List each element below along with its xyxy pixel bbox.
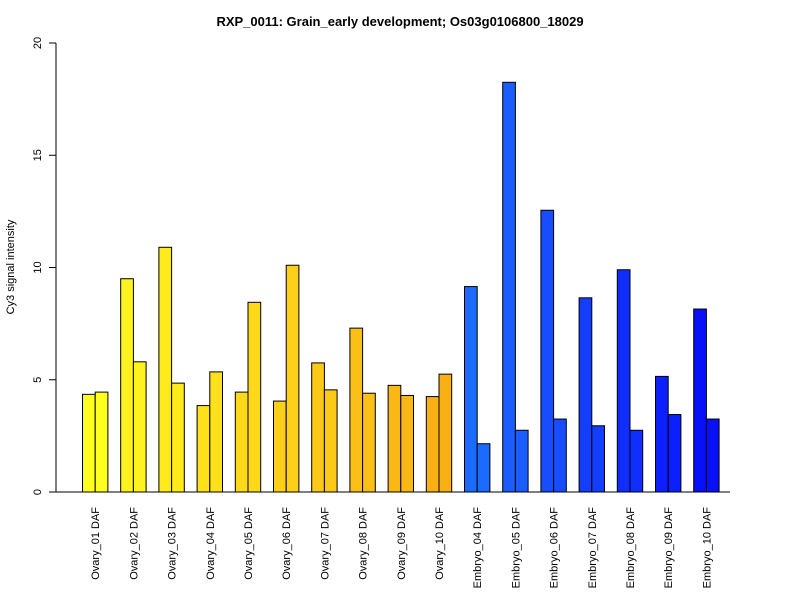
x-tick-label: Ovary_05 DAF [243,507,255,580]
bar [616,269,631,493]
bar [464,286,478,493]
bar [655,375,669,493]
bar [540,209,555,493]
x-tick-labels: Ovary_01 DAF Ovary_02 DAF Ovary_03 DAF Ovar… [90,507,713,589]
bar [425,396,440,493]
x-tick-label: Embryo_05 DAF [510,507,522,589]
bar [234,391,249,493]
bar [667,414,682,493]
y-tick-label: 0 [32,489,44,495]
x-tick-label: Embryo_04 DAF [472,507,484,589]
x-tick-label: Embryo_06 DAF [549,507,561,589]
bar [553,418,567,493]
bar [387,384,402,493]
y-tick-label: 10 [32,261,44,273]
bar [578,297,593,493]
bar [514,429,529,493]
x-tick-label: Embryo_10 DAF [701,507,713,589]
bar [629,429,644,493]
x-tick-label: Embryo_08 DAF [625,507,637,589]
bar [502,81,516,493]
bar [323,389,338,493]
bar [247,301,262,493]
bar [171,382,185,493]
y-tick-label: 5 [32,377,44,383]
x-tick-label: Ovary_06 DAF [281,507,293,580]
bar [591,425,605,493]
bar [476,443,491,493]
bar [273,400,287,493]
y-tick-label: 15 [32,149,44,161]
bar [400,394,414,493]
bar [120,278,134,493]
bars [82,81,720,493]
y-ticks: 0 5 10 15 20 [32,37,56,495]
x-tick-label: Ovary_08 DAF [358,507,370,580]
bar [362,392,376,493]
x-tick-label: Ovary_07 DAF [319,507,331,580]
x-tick-label: Ovary_10 DAF [434,507,446,580]
bar [285,264,300,493]
bar [311,362,325,493]
x-tick-label: Ovary_04 DAF [205,507,217,580]
x-tick-label: Ovary_09 DAF [396,507,408,580]
x-tick-label: Ovary_02 DAF [128,507,140,580]
bar [82,393,96,493]
x-tick-label: Ovary_03 DAF [167,507,179,580]
y-axis-label: Cy3 signal intensity [5,219,17,314]
bar [158,246,173,493]
bar [693,308,707,493]
x-tick-label: Embryo_09 DAF [663,507,675,589]
bar [132,361,147,493]
y-tick-label: 20 [32,37,44,49]
bar [349,327,364,493]
bar [94,391,109,493]
x-tick-label: Embryo_07 DAF [587,507,599,589]
bar [705,418,720,493]
bar [438,373,453,493]
x-tick-label: Ovary_01 DAF [90,507,102,580]
bar [209,371,224,493]
chart-title: RXP_0011: Grain_early development; Os03g… [216,14,583,29]
bar [196,405,211,493]
